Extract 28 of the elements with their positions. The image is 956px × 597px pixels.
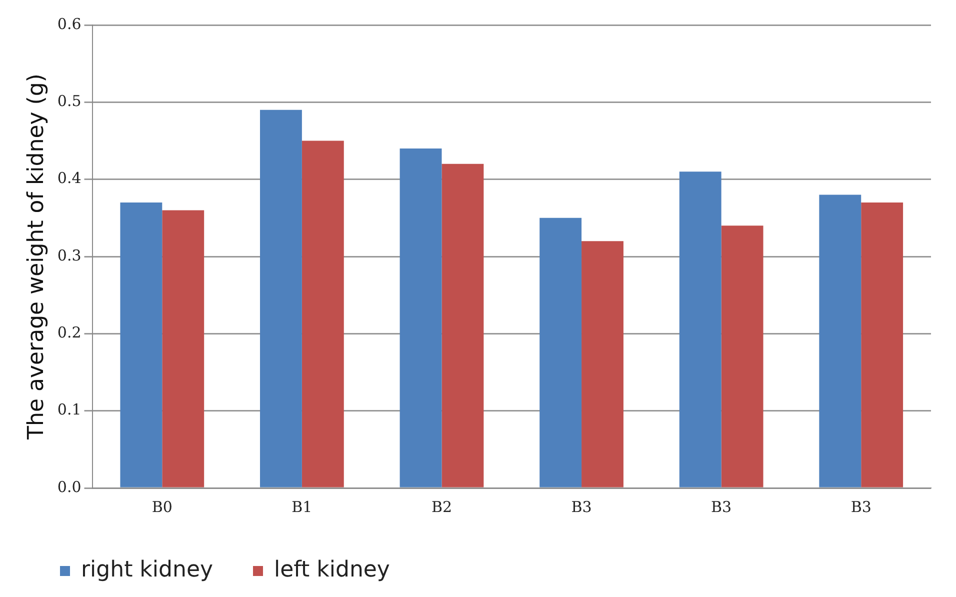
x-tick-label: B1: [292, 498, 312, 516]
x-tick-label: B2: [431, 498, 452, 516]
x-tick-label: B3: [850, 498, 872, 516]
bar: [540, 218, 582, 488]
y-tick-label: 0.3: [57, 246, 82, 264]
y-axis-title: The average weight of kidney (g): [24, 74, 49, 440]
bar: [442, 164, 484, 488]
bar: [162, 210, 204, 488]
x-tick-label: B3: [571, 498, 592, 516]
legend-label: left kidney: [274, 558, 390, 583]
bar: [721, 226, 764, 488]
bar: [302, 140, 344, 488]
y-tick-label: 0.2: [57, 324, 82, 342]
y-tick-label: 0.5: [57, 92, 82, 110]
bar: [120, 202, 162, 488]
y-tick-label: 0.1: [57, 400, 82, 419]
y-tick-label: 0.0: [57, 478, 82, 496]
y-tick-label: 0.6: [57, 14, 82, 33]
bar: [260, 110, 302, 488]
bar: [819, 194, 862, 488]
x-tick-label: B3: [711, 498, 732, 516]
y-tick-label: 0.4: [57, 169, 82, 188]
bar: [400, 148, 442, 488]
legend-label: right kidney: [81, 558, 213, 583]
bar: [679, 172, 722, 488]
bar: [582, 241, 624, 488]
x-tick-label: B0: [152, 498, 172, 516]
bar: [861, 202, 904, 488]
